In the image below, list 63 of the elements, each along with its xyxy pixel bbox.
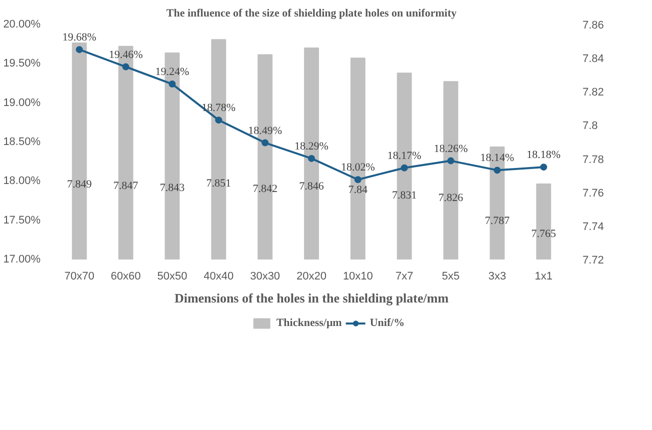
data-label: 7.765 bbox=[531, 228, 557, 240]
x-tick-label: 3x3 bbox=[488, 270, 506, 282]
point bbox=[122, 63, 130, 70]
x-tick-label: 20x20 bbox=[296, 270, 326, 282]
y-tick-label: 17.00% bbox=[3, 254, 41, 266]
data-label: 7.851 bbox=[206, 178, 232, 190]
x-tick-label: 1x1 bbox=[534, 270, 553, 282]
data-label: 7.84 bbox=[348, 184, 368, 196]
x-tick-label: 70x70 bbox=[64, 270, 94, 282]
legend-label: Thickness/μm bbox=[276, 317, 342, 329]
y2-tick-label: 7.8 bbox=[582, 120, 598, 132]
data-label: 7.843 bbox=[160, 182, 186, 194]
y-tick-label: 18.50% bbox=[3, 136, 41, 148]
data-label: 7.847 bbox=[113, 180, 139, 192]
data-label: 18.17% bbox=[387, 150, 422, 162]
legend-label: Unif/% bbox=[370, 317, 405, 329]
data-label: 18.14% bbox=[480, 152, 514, 164]
data-label: 7.831 bbox=[392, 189, 417, 202]
point bbox=[540, 164, 548, 171]
y2-tick-label: 7.82 bbox=[582, 86, 604, 99]
x-tick-label: 10x10 bbox=[342, 270, 373, 282]
point bbox=[354, 176, 362, 184]
data-label: 18.78% bbox=[202, 102, 236, 114]
point bbox=[308, 154, 315, 162]
data-label: 18.29% bbox=[294, 140, 328, 152]
data-label: 18.49% bbox=[248, 124, 282, 137]
x-tick-label: 40x40 bbox=[204, 270, 234, 282]
data-label: 19.68% bbox=[62, 32, 96, 44]
y-tick-label: 20.00% bbox=[3, 18, 41, 30]
point bbox=[215, 116, 222, 124]
x-tick-label: 60x60 bbox=[110, 270, 141, 282]
y-tick-label: 19.00% bbox=[3, 96, 41, 109]
data-label: 7.849 bbox=[66, 178, 92, 191]
y2-tick-label: 7.84 bbox=[582, 53, 604, 66]
x-axis-title: Dimensions of the holes in the shielding plate/mm bbox=[174, 290, 449, 306]
x-tick-label: 5x5 bbox=[442, 270, 460, 282]
data-label: 18.26% bbox=[434, 142, 468, 155]
y2-tick-label: 7.74 bbox=[582, 220, 604, 233]
y2-tick-label: 7.76 bbox=[582, 187, 604, 200]
x-tick-label: 7x7 bbox=[395, 270, 414, 282]
chart-title: The influence of the size of shielding plate holes on uniformity bbox=[166, 8, 458, 20]
data-label: 19.46% bbox=[108, 48, 143, 61]
data-label: 7.787 bbox=[484, 215, 510, 228]
y2-tick-label: 7.78 bbox=[582, 154, 604, 166]
point bbox=[494, 166, 501, 174]
data-label: 7.846 bbox=[299, 180, 324, 192]
y-tick-label: 19.50% bbox=[3, 58, 41, 70]
y2-tick-label: 7.72 bbox=[582, 254, 604, 266]
data-label: 7.826 bbox=[438, 192, 464, 204]
y-tick-label: 18.00% bbox=[3, 175, 41, 188]
data-label: 19.24% bbox=[155, 66, 190, 78]
x-tick-label: 50x50 bbox=[157, 270, 188, 282]
y2-tick-label: 7.86 bbox=[582, 20, 604, 32]
x-tick-label: 30x30 bbox=[250, 270, 280, 282]
y-tick-label: 17.50% bbox=[3, 214, 41, 226]
data-label: 7.842 bbox=[252, 182, 278, 195]
data-label: 18.18% bbox=[526, 149, 561, 162]
point bbox=[168, 80, 176, 88]
data-label: 18.02% bbox=[340, 162, 375, 174]
point bbox=[400, 164, 408, 172]
point bbox=[262, 139, 269, 146]
point bbox=[76, 46, 83, 54]
point bbox=[447, 157, 454, 164]
